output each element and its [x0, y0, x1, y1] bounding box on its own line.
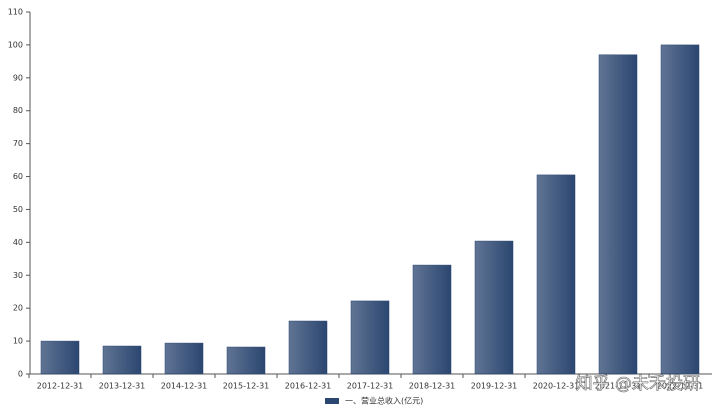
bar	[474, 240, 514, 375]
y-tick-label: 10	[13, 337, 23, 346]
x-tick-label: 2013-12-31	[99, 382, 146, 391]
x-tick-label: 2015-12-31	[223, 382, 270, 391]
bar	[350, 300, 390, 375]
watermark: 知乎 @未禾投研	[576, 374, 700, 394]
y-tick-label: 40	[13, 238, 23, 247]
bar	[660, 44, 700, 375]
bar	[598, 54, 638, 375]
x-tick-label: 2017-12-31	[347, 382, 394, 391]
x-tick-label: 2016-12-31	[285, 382, 332, 391]
y-tick-label: 80	[13, 106, 23, 115]
x-tick-label: 2014-12-31	[161, 382, 208, 391]
bar	[102, 345, 142, 375]
x-tick-label: 2022-12-31	[657, 382, 704, 391]
y-tick-label: 110	[8, 8, 23, 17]
y-tick-label: 70	[13, 139, 23, 148]
y-tick-label: 50	[13, 205, 23, 214]
bar	[164, 342, 204, 375]
x-tick-label: 2012-12-31	[37, 382, 84, 391]
legend-label: 一、营业总收入(亿元)	[345, 396, 423, 406]
y-tick-label: 60	[13, 172, 23, 181]
x-tick-label: 2019-12-31	[471, 382, 518, 391]
x-tick-label: 2021-12-31	[595, 382, 642, 391]
bar	[226, 346, 266, 375]
y-tick-label: 100	[8, 40, 23, 49]
bar	[536, 174, 576, 375]
x-tick-label: 2018-12-31	[409, 382, 456, 391]
x-tick-label: 2020-12-31	[533, 382, 580, 391]
y-tick-label: 0	[18, 370, 23, 379]
y-tick-label: 30	[13, 271, 23, 280]
y-tick-label: 90	[13, 73, 23, 82]
bar	[288, 320, 328, 375]
y-tick-label: 20	[13, 304, 23, 313]
bar	[40, 340, 80, 375]
bar	[412, 264, 452, 375]
legend-swatch	[325, 398, 339, 404]
